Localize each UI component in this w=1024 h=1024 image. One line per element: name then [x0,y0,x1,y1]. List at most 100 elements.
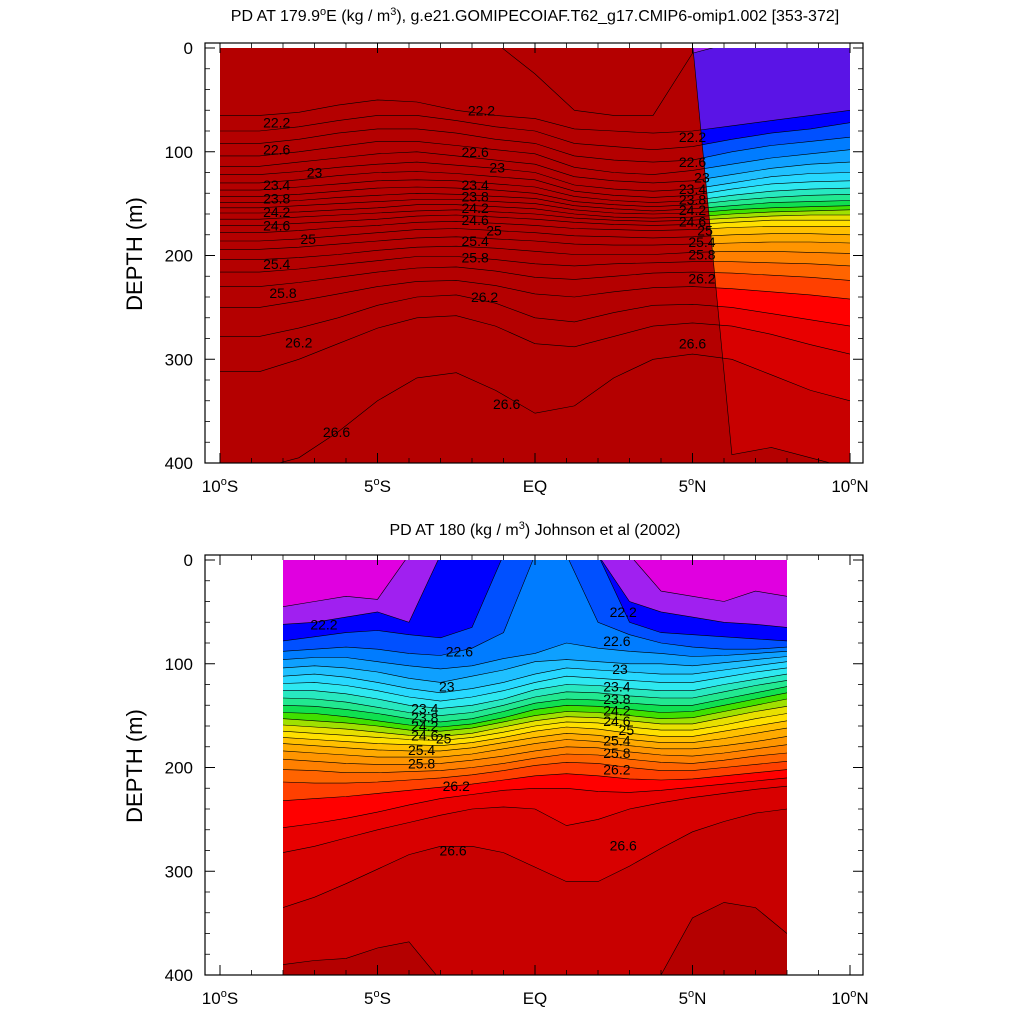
contour-label: 22.2 [468,102,495,118]
isopycnal-line-23 [283,661,787,694]
isopycnal-line-22 [283,560,787,628]
top-panel-title: PD AT 179.9oE (kg / m3), g.e21.GOMIPECOI… [231,6,839,25]
density-band-26.6 [283,809,787,975]
isopycnal-line-24 [220,199,850,215]
x-tick-label: 10oS [202,476,238,496]
isopycnal-line-23.4 [283,673,787,709]
isopycnal-line-26.6 [277,353,850,463]
isopycnal-line-22.4 [220,128,850,163]
isopycnal-line-26.2 [283,777,787,828]
contour-label: 23.8 [263,190,290,206]
contour-label: 23 [612,661,628,677]
density-band-26.8 [283,902,787,975]
contour-label: 25 [300,231,316,247]
isopycnal-line-22.8 [220,151,850,184]
isopycnal-line-24.2 [220,204,850,219]
contour-label: 25 [486,223,502,239]
isopycnal-line-25.8 [220,266,850,287]
isopycnal-line-22.4 [283,560,787,656]
isopycnal-line-25.6 [283,752,787,774]
contour-label: 22.6 [603,633,630,649]
contour-label: 26.2 [443,778,470,794]
contour-label: 23 [439,679,455,695]
isopycnal-line-26.6 [283,808,787,908]
contour-label: 26.2 [603,762,630,778]
isopycnal-line-25.6 [220,256,850,273]
isopycnal-line-23.8 [283,686,787,723]
isopycnal-line-24.8 [283,720,787,747]
x-tick-label: 10oN [831,476,868,496]
contour-label: 23 [489,159,505,175]
y-tick-label: 400 [165,966,193,985]
isopycnal-line-21.8 [501,48,714,116]
isopycnal-line-26 [283,769,787,801]
isopycnal-line-24.2 [283,698,787,732]
contour-label: 25.4 [263,256,290,272]
isopycnal-line-24.4 [283,706,787,737]
top-panel-model-density-section: PD AT 179.9oE (kg / m3), g.e21.GOMIPECOI… [122,6,869,496]
isopycnal-line-24 [283,692,787,728]
contour-fill-area: 22.222.222.622.6232323.423.423.823.824.2… [283,560,787,975]
isopycnal-line-24.6 [283,713,787,741]
contour-label: 24.6 [679,213,706,229]
isopycnal-line-22.2 [220,115,850,151]
y-tick-label: 200 [165,247,193,266]
isopycnal-line-25.2 [283,736,787,758]
isopycnal-line-25.8 [283,761,787,784]
contour-label: 25.8 [269,285,296,301]
contour-label: 23.8 [679,191,706,207]
contour-label: 22.6 [446,643,473,659]
isopycnal-line-23.2 [220,171,850,198]
y-tick-label: 0 [184,551,193,570]
isopycnal-line-21.6 [283,560,787,607]
contour-label: 24.2 [679,202,706,218]
isopycnal-line-24.8 [220,220,850,233]
contour-label: 22.2 [610,604,637,620]
x-tick-label: 5oN [679,476,707,496]
isopycnal-line-26.8 [283,902,787,975]
isopycnal-line-22.8 [283,656,787,683]
contour-label: 26.2 [688,270,715,286]
contour-label: 25.8 [603,745,630,761]
isopycnal-line-26.4 [220,315,850,373]
contour-label: 24.6 [263,217,290,233]
contour-label: 25.8 [688,246,715,262]
contour-label: 25 [619,722,635,738]
contour-label: 25.8 [408,755,435,771]
contour-label: 24.2 [603,702,630,718]
isopycnal-line-26 [220,280,850,308]
x-tick-label: 10oN [831,988,868,1008]
x-tick-label: 5oN [679,988,707,1008]
contour-label: 26.6 [679,336,706,352]
contour-label: 25.8 [462,250,489,266]
contour-label: 25 [697,223,713,239]
isopycnal-line-22.6 [283,642,787,670]
y-tick-label: 100 [165,655,193,674]
contour-label: 22.6 [679,154,706,170]
isopycnal-line-22.2 [283,560,787,642]
density-band-26.8 [220,48,831,463]
contour-label: 25 [436,730,452,746]
contour-label: 26.6 [610,837,637,853]
contour-label: 24.2 [411,718,438,734]
y-tick-label: 300 [165,350,193,369]
contour-label: 26.2 [285,335,312,351]
contour-label: 23.8 [411,710,438,726]
contour-label: 24.6 [603,713,630,729]
x-tick-label: EQ [523,477,548,496]
isopycnal-line-26.2 [220,294,850,337]
contour-label: 25.4 [603,733,630,749]
contour-label: 24.2 [263,204,290,220]
isopycnal-line-25.4 [283,744,787,765]
y-tick-label: 0 [184,39,193,58]
contour-label: 26.6 [493,396,520,412]
contour-label: 26.2 [471,289,498,305]
bottom-panel-y-axis-label: DEPTH (m) [122,709,147,823]
contour-label: 25.4 [462,233,489,249]
isopycnal-line-23.2 [283,667,787,702]
contour-label: 23.8 [462,188,489,204]
contour-label: 23.4 [679,181,706,197]
contour-label: 25.4 [688,234,715,250]
isopycnal-line-22 [220,99,850,134]
